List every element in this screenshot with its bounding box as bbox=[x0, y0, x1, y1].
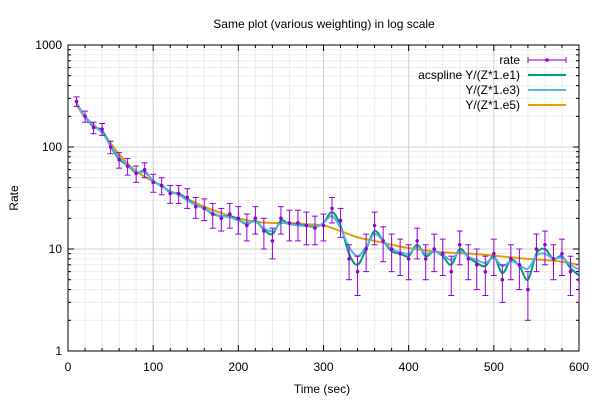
data-point bbox=[526, 287, 530, 292]
x-tick-label: 0 bbox=[65, 360, 72, 374]
data-point bbox=[91, 125, 96, 130]
data-point bbox=[406, 257, 411, 261]
y-axis-label: Rate bbox=[7, 185, 21, 211]
data-point bbox=[151, 180, 155, 185]
series-line bbox=[75, 103, 579, 271]
data-point bbox=[338, 218, 343, 223]
data-point bbox=[236, 216, 241, 221]
series-0 bbox=[73, 96, 579, 321]
data-point bbox=[168, 191, 172, 196]
data-point bbox=[449, 269, 454, 274]
chart-title: Same plot (various weighting) in log sca… bbox=[213, 17, 435, 31]
x-tick-label: 200 bbox=[228, 360, 248, 374]
data-point bbox=[457, 242, 462, 247]
data-point bbox=[321, 223, 326, 228]
data-point bbox=[228, 212, 232, 216]
data-point bbox=[355, 269, 360, 274]
data-point bbox=[74, 99, 79, 104]
data-point bbox=[475, 263, 479, 267]
data-point bbox=[210, 212, 215, 216]
x-tick-label: 100 bbox=[143, 360, 163, 374]
tick-labels: 0 100 200 300 400 500 600 1 10 100 1000 bbox=[35, 38, 589, 374]
y-tick-label: 1 bbox=[55, 344, 62, 358]
y-tick-label: 1000 bbox=[35, 38, 62, 52]
data-point bbox=[125, 164, 130, 168]
data-point bbox=[372, 223, 377, 228]
legend-label: Y/(Z*1.e5) bbox=[465, 98, 520, 112]
legend-label: rate bbox=[499, 53, 520, 67]
data-point bbox=[279, 216, 283, 221]
data-point bbox=[287, 221, 292, 225]
data-point bbox=[347, 257, 351, 261]
legend-swatch-point bbox=[545, 58, 549, 62]
data-point bbox=[500, 277, 505, 282]
data-point bbox=[483, 269, 488, 274]
data-point bbox=[543, 242, 547, 247]
data-point bbox=[219, 216, 224, 221]
data-point bbox=[398, 251, 402, 256]
y-tick-label: 100 bbox=[42, 140, 62, 154]
series-line bbox=[75, 104, 579, 266]
data-point bbox=[193, 204, 198, 209]
data-point bbox=[381, 239, 385, 243]
data-point bbox=[108, 145, 113, 149]
data-point bbox=[142, 167, 147, 172]
data-point bbox=[509, 257, 513, 261]
axis-ticks bbox=[67, 45, 580, 352]
data-point bbox=[253, 216, 258, 221]
data-point bbox=[415, 239, 419, 243]
legend-label: Y/(Z*1.e3) bbox=[465, 83, 520, 97]
grid bbox=[68, 45, 579, 352]
data-point bbox=[492, 251, 496, 256]
data-point bbox=[185, 195, 190, 200]
y-tick-label: 10 bbox=[49, 242, 63, 256]
data-point bbox=[83, 114, 87, 119]
data-point bbox=[423, 257, 428, 261]
x-axis-label: Time (sec) bbox=[294, 382, 350, 396]
data-point bbox=[551, 257, 556, 261]
data-point bbox=[262, 229, 266, 233]
data-point bbox=[176, 191, 181, 196]
x-tick-label: 500 bbox=[484, 360, 504, 374]
series-3 bbox=[75, 104, 579, 266]
data-point bbox=[440, 251, 445, 256]
x-tick-label: 300 bbox=[313, 360, 333, 374]
data-point bbox=[466, 257, 471, 261]
data-point bbox=[296, 221, 300, 225]
data-point bbox=[577, 277, 579, 282]
data-point bbox=[159, 183, 164, 188]
series-2 bbox=[75, 103, 579, 271]
x-tick-label: 400 bbox=[399, 360, 419, 374]
data-point bbox=[202, 206, 207, 211]
data-point bbox=[304, 223, 309, 228]
data-point bbox=[270, 239, 275, 243]
legend-label: acspline Y/(Z*1.e1) bbox=[418, 68, 520, 82]
data-point bbox=[389, 247, 394, 251]
x-tick-label: 600 bbox=[569, 360, 589, 374]
data-point bbox=[432, 247, 437, 251]
data-point bbox=[364, 247, 368, 251]
series-layer bbox=[73, 96, 579, 321]
data-point bbox=[245, 223, 249, 228]
data-point bbox=[560, 251, 564, 256]
data-point bbox=[313, 226, 317, 230]
data-point bbox=[534, 247, 539, 251]
data-point bbox=[100, 127, 104, 131]
data-point bbox=[330, 206, 334, 211]
data-point bbox=[117, 157, 121, 162]
data-point bbox=[517, 263, 522, 267]
data-point bbox=[568, 269, 573, 274]
data-point bbox=[134, 171, 138, 176]
